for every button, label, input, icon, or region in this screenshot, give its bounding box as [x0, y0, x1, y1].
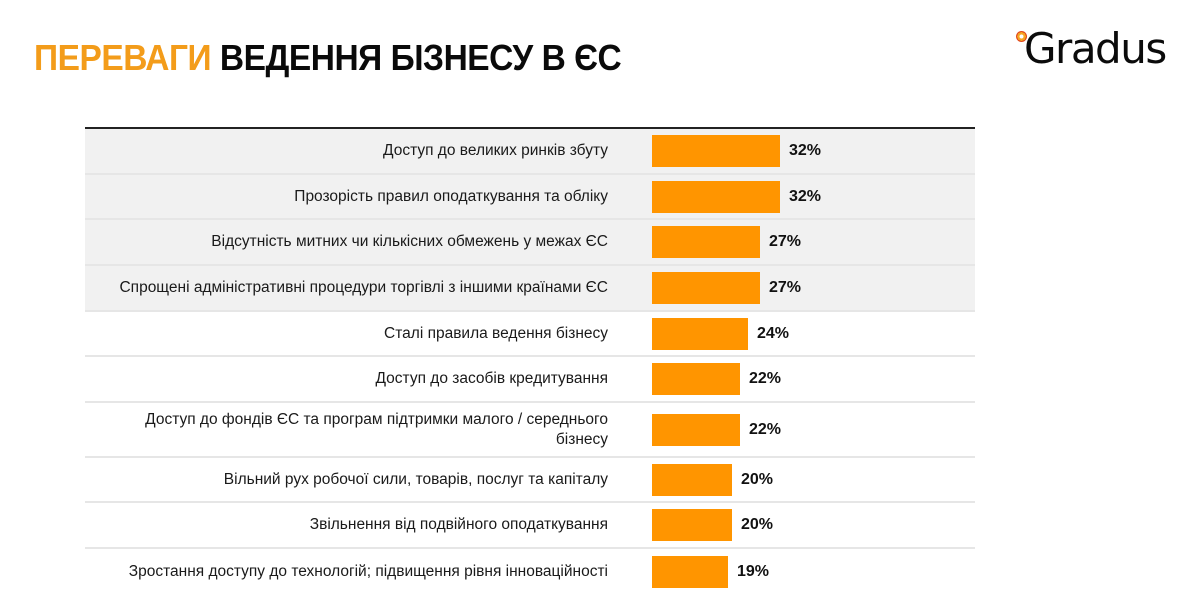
bar-value-label: 32% — [789, 187, 822, 205]
bar — [652, 463, 732, 496]
bar — [652, 556, 728, 588]
category-label: Вільний рух робочої сили, товарів, послу… — [223, 470, 608, 488]
chart-row: Сталі правила ведення бізнесу 24% — [85, 312, 975, 357]
chart-row: Доступ до великих ринків збуту 32% — [85, 129, 975, 175]
logo-text: Gradus — [1024, 24, 1167, 73]
bar — [652, 413, 740, 446]
bar-value-label: 27% — [769, 279, 802, 296]
bar-value-label: 20% — [741, 470, 774, 488]
bar-value-label: 22% — [749, 370, 782, 387]
chart-row: Зростання доступу до технологій; підвище… — [85, 549, 975, 595]
bar — [652, 226, 760, 258]
bar — [652, 180, 780, 213]
bar-value-label: 32% — [789, 142, 822, 159]
bar-value-label: 24% — [757, 324, 790, 342]
title-accent: ПЕРЕВАГИ — [34, 37, 212, 78]
chart-row: Вільний рух робочої сили, товарів, послу… — [85, 458, 975, 503]
bar-value-label: 22% — [749, 420, 782, 438]
gradus-logo: Gradus — [1016, 28, 1186, 78]
category-label: Звільнення від подвійного оподаткування — [309, 516, 608, 533]
chart-row: Доступ до засобів кредитування 22% — [85, 357, 975, 403]
category-label: Сталі правила ведення бізнесу — [384, 324, 608, 342]
chart-row: Звільнення від подвійного оподаткування 2… — [85, 503, 975, 549]
bar-chart: Доступ до великих ринків збуту 32% Прозорі… — [85, 127, 975, 595]
title-rest: ВЕДЕННЯ БІЗНЕСУ В ЄС — [219, 37, 622, 78]
chart-row: Прозорість правил оподаткування та облік… — [85, 175, 975, 220]
bar — [652, 317, 748, 350]
logo-circle-icon — [1016, 31, 1027, 42]
category-label: Доступ до великих ринків збуту — [383, 142, 608, 159]
chart-row: Доступ до фондів ЄС та програм підтримки… — [85, 403, 975, 458]
bar — [652, 363, 740, 395]
bar — [652, 272, 760, 304]
page-title: ПЕРЕВАГИ ВЕДЕННЯ БІЗНЕСУ В ЄС — [34, 37, 622, 79]
bar — [652, 135, 780, 167]
category-label: Відсутність митних чи кількісних обмежен… — [211, 233, 608, 250]
bar — [652, 509, 732, 541]
chart-row: Спрощені адміністративні процедури торгі… — [85, 266, 975, 312]
bar-value-label: 20% — [741, 516, 774, 533]
bar-value-label: 27% — [769, 233, 802, 250]
category-label: Доступ до засобів кредитування — [375, 370, 608, 387]
bar-value-label: 19% — [737, 563, 770, 580]
category-label: Доступ до фондів ЄС та програм підтримки… — [145, 410, 608, 448]
category-label: Прозорість правил оподаткування та облік… — [294, 187, 608, 205]
category-label: Зростання доступу до технологій; підвище… — [128, 563, 608, 580]
category-label: Спрощені адміністративні процедури торгі… — [119, 279, 608, 296]
chart-row: Відсутність митних чи кількісних обмежен… — [85, 220, 975, 266]
